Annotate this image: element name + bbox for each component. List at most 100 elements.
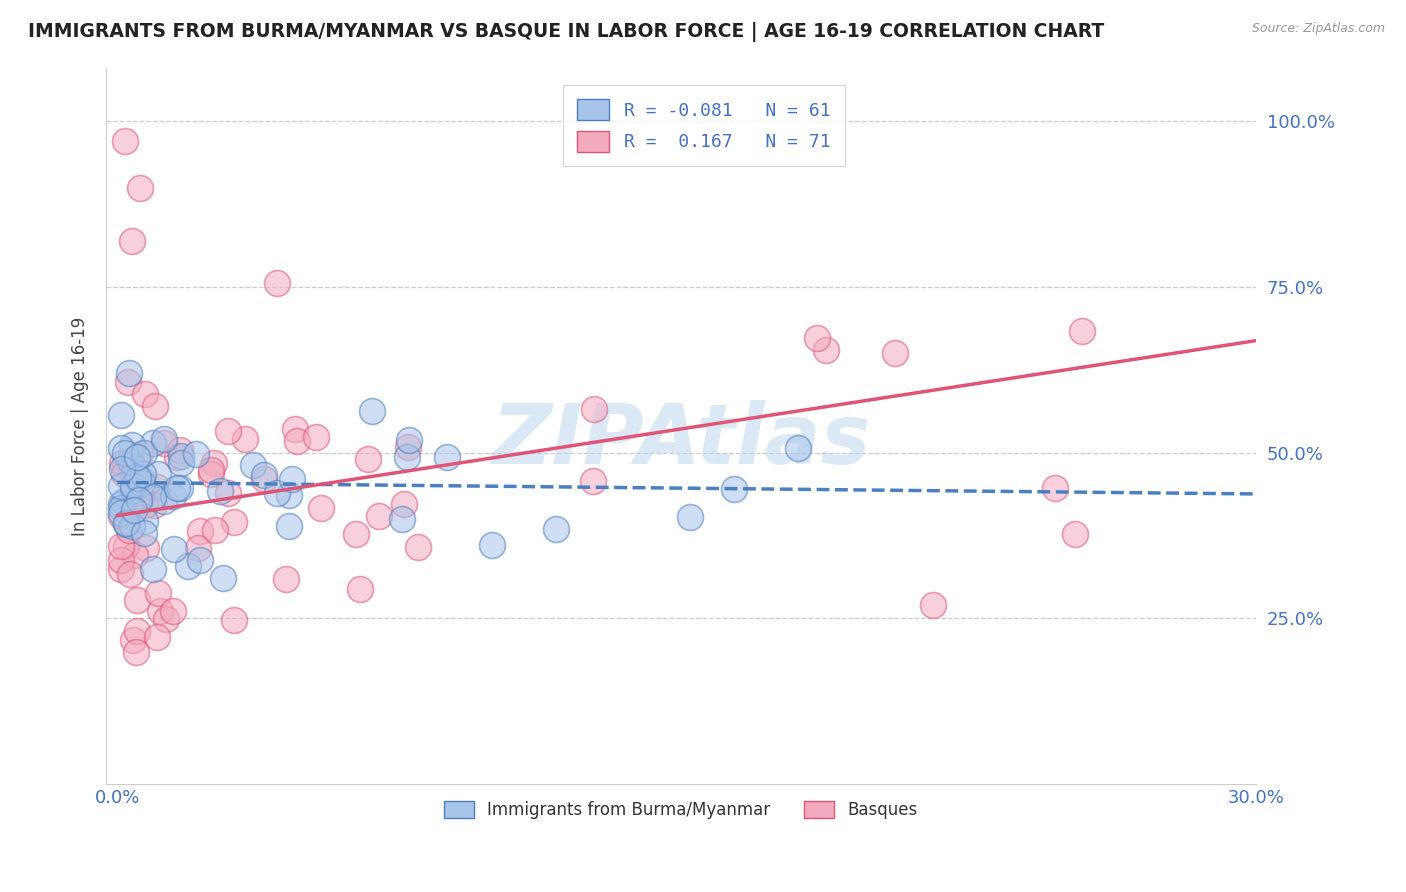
Text: IMMIGRANTS FROM BURMA/MYANMAR VS BASQUE IN LABOR FORCE | AGE 16-19 CORRELATION C: IMMIGRANTS FROM BURMA/MYANMAR VS BASQUE … [28, 22, 1104, 42]
Point [396, 450, 419, 464]
Point [162, 604, 184, 618]
Point [723, 482, 745, 496]
Point [143, 399, 166, 413]
Point [127, 450, 149, 464]
Point [114, 446, 136, 460]
Point [922, 598, 945, 612]
Point [187, 541, 209, 555]
Point [398, 434, 420, 448]
Point [132, 467, 155, 482]
Point [166, 481, 188, 495]
Point [304, 430, 326, 444]
Point [111, 456, 134, 470]
Point [679, 509, 702, 524]
Point [146, 585, 169, 599]
Point [146, 467, 169, 481]
Point [117, 375, 139, 389]
Point [188, 524, 211, 538]
Point [786, 441, 808, 455]
Point [114, 457, 136, 471]
Point [169, 442, 191, 457]
Point [122, 483, 145, 497]
Point [349, 582, 371, 596]
Point [266, 486, 288, 500]
Point [110, 441, 132, 455]
Point [110, 479, 132, 493]
Point [121, 438, 143, 452]
Point [115, 540, 138, 554]
Point [110, 562, 132, 576]
Point [481, 538, 503, 552]
Point [284, 422, 307, 436]
Point [135, 541, 157, 556]
Point [111, 462, 134, 476]
Point [208, 483, 231, 498]
Point [134, 386, 156, 401]
Point [132, 446, 155, 460]
Point [114, 516, 136, 530]
Point [582, 475, 605, 489]
Point [217, 486, 239, 500]
Point [142, 498, 165, 512]
Point [110, 408, 132, 422]
Point [177, 558, 200, 573]
Point [583, 402, 606, 417]
Point [129, 472, 152, 486]
Point [406, 540, 429, 554]
Point [278, 518, 301, 533]
Point [155, 612, 177, 626]
Point [1071, 324, 1094, 338]
Point [233, 432, 256, 446]
Point [169, 456, 191, 470]
Point [806, 331, 828, 345]
Point [124, 460, 146, 475]
Point [146, 630, 169, 644]
Point [134, 498, 156, 512]
Point [142, 436, 165, 450]
Point [121, 468, 143, 483]
Point [110, 497, 132, 511]
Text: ZIPAtlas: ZIPAtlas [491, 400, 870, 481]
Point [110, 508, 132, 523]
Point [118, 366, 141, 380]
Point [121, 234, 143, 248]
Point [112, 467, 135, 482]
Point [285, 434, 308, 448]
Point [360, 404, 382, 418]
Point [1064, 526, 1087, 541]
Point [125, 496, 148, 510]
Point [391, 512, 413, 526]
Point [166, 450, 188, 465]
Point [357, 452, 380, 467]
Point [274, 572, 297, 586]
Point [204, 523, 226, 537]
Point [134, 514, 156, 528]
Point [266, 276, 288, 290]
Point [110, 500, 132, 515]
Text: Source: ZipAtlas.com: Source: ZipAtlas.com [1251, 22, 1385, 36]
Point [148, 604, 170, 618]
Point [127, 624, 149, 639]
Point [129, 180, 152, 194]
Point [131, 476, 153, 491]
Point [217, 424, 239, 438]
Point [546, 522, 568, 536]
Point [153, 494, 176, 508]
Y-axis label: In Labor Force | Age 16-19: In Labor Force | Age 16-19 [72, 317, 89, 536]
Point [163, 541, 186, 556]
Point [129, 447, 152, 461]
Point [200, 463, 222, 477]
Point [278, 488, 301, 502]
Point [134, 526, 156, 541]
Point [121, 519, 143, 533]
Legend: Immigrants from Burma/Myanmar, Basques: Immigrants from Burma/Myanmar, Basques [437, 794, 924, 825]
Point [884, 346, 907, 360]
Point [153, 432, 176, 446]
Point [118, 454, 141, 468]
Point [1043, 481, 1066, 495]
Point [120, 567, 142, 582]
Point [169, 482, 191, 496]
Point [118, 523, 141, 537]
Point [392, 497, 415, 511]
Point [224, 614, 246, 628]
